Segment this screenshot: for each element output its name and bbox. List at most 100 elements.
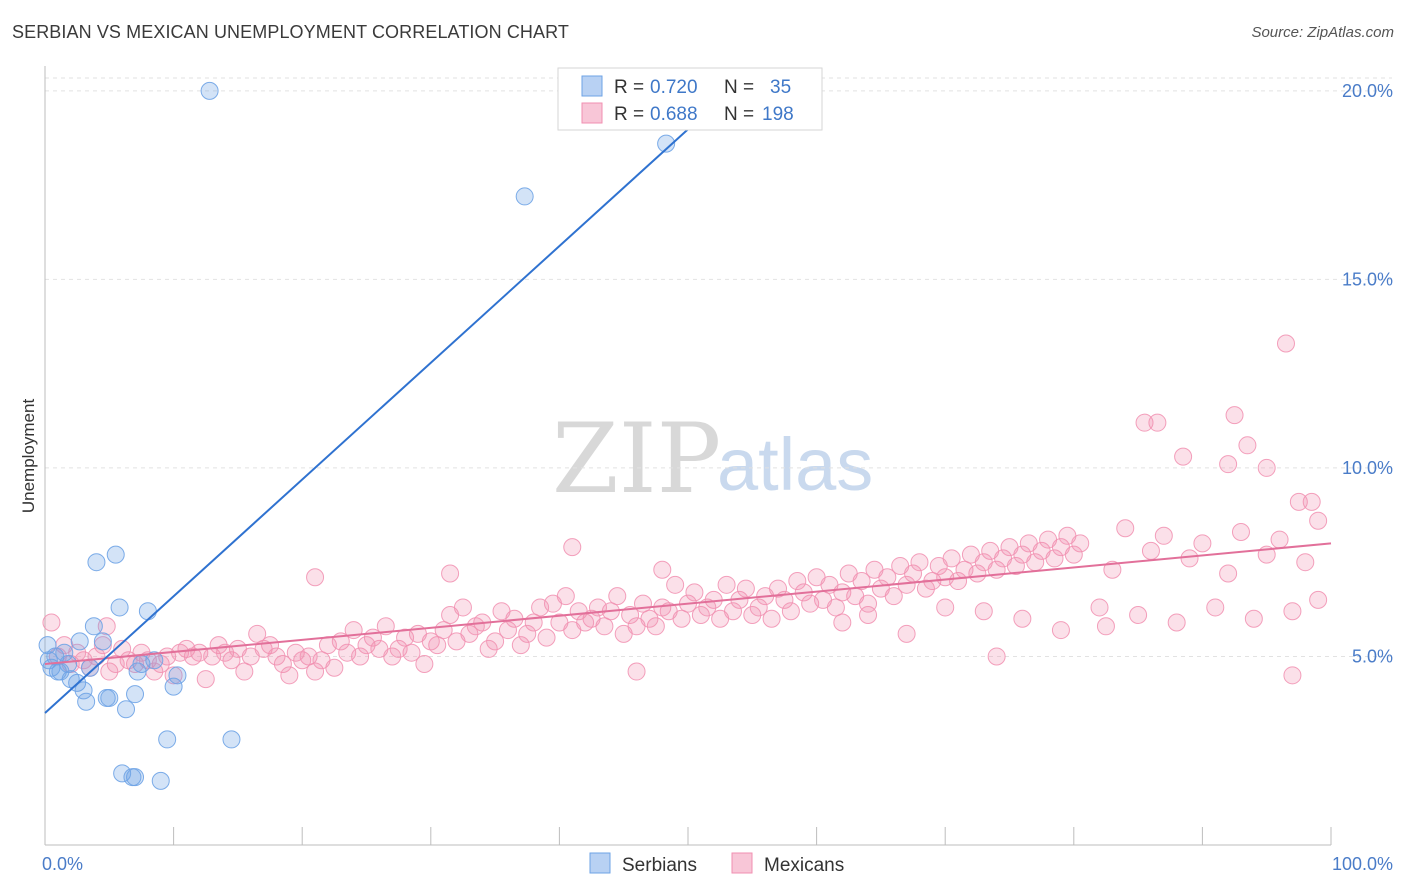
mexicans-point	[916, 579, 935, 598]
mexicans-point	[1051, 621, 1070, 640]
mexicans-point	[897, 624, 916, 643]
serbians-point	[168, 666, 187, 685]
serbians-point	[87, 553, 106, 572]
mexicans-point	[762, 609, 781, 628]
mexicans-point	[524, 613, 543, 632]
mexicans-point	[1180, 549, 1199, 568]
mexicans-point	[1141, 541, 1160, 560]
mexicans-point	[1244, 609, 1263, 628]
mexicans-point	[1116, 519, 1135, 538]
legend-n-label: N =	[724, 77, 759, 98]
legend-r-value: 0.688	[650, 104, 698, 125]
correlation-legend: R = 0.720 N = 35 R = 0.688 N = 198	[557, 67, 823, 131]
y-tick-label: 10.0%	[1342, 458, 1393, 478]
y-tick-label: 5.0%	[1352, 646, 1393, 666]
mexicans-point	[248, 624, 267, 643]
mexicans-point	[100, 662, 119, 681]
mexicans-point	[1289, 492, 1308, 511]
serbians-legend-label: Serbians	[622, 855, 697, 876]
mexicans-legend-swatch	[731, 852, 753, 874]
legend-n-label: N =	[724, 104, 759, 125]
mexicans-point	[781, 602, 800, 621]
serbians-point	[100, 688, 119, 707]
mexicans-point	[1193, 534, 1212, 553]
mexicans-point	[280, 666, 299, 685]
mexicans-point	[306, 662, 325, 681]
mexicans-point	[1225, 406, 1244, 425]
mexicans-point	[1071, 534, 1090, 553]
mexicans-point	[621, 605, 640, 624]
mexicans-point	[1148, 413, 1167, 432]
x-tick-label: 100.0%	[1332, 854, 1393, 874]
mexicans-point	[1283, 666, 1302, 685]
x-tick-label: 0.0%	[42, 854, 83, 874]
mexicans-point	[1309, 590, 1328, 609]
mexicans-point	[1309, 511, 1328, 530]
mexicans-point	[261, 636, 280, 655]
legend-r-value: 0.720	[650, 77, 698, 98]
mexicans-legend-label: Mexicans	[764, 855, 844, 876]
serbians-point	[126, 768, 145, 787]
mexicans-point	[460, 624, 479, 643]
mexicans-point	[222, 651, 241, 670]
serbians-point	[145, 651, 164, 670]
mexicans-point	[428, 636, 447, 655]
mexicans-point	[1167, 613, 1186, 632]
legend-n-value: 198	[762, 104, 794, 125]
mexicans-point	[1045, 549, 1064, 568]
serbians-point	[77, 692, 96, 711]
mexicans-point	[1154, 526, 1173, 545]
legend-n-value: 35	[770, 77, 791, 98]
mexicans-point	[936, 598, 955, 617]
serbians-point	[59, 655, 78, 674]
serbians-trend-line	[44, 105, 715, 714]
legend-r-label: R =	[614, 104, 649, 125]
mexicans-point	[646, 617, 665, 636]
chart-title: SERBIAN VS MEXICAN UNEMPLOYMENT CORRELAT…	[12, 22, 569, 42]
mexicans-point	[97, 617, 116, 636]
serbians-point	[200, 81, 219, 100]
legend-row-mexicans: R = 0.688 N = 198	[614, 104, 794, 125]
mexicans-point	[93, 636, 112, 655]
mexicans-point	[974, 602, 993, 621]
serbians-point	[164, 677, 183, 696]
serbians-point	[93, 632, 112, 651]
serbians-point	[84, 617, 103, 636]
mexicans-point	[441, 564, 460, 583]
mexicans-point	[383, 647, 402, 666]
mexicans-point	[1064, 545, 1083, 564]
serbians-point	[106, 545, 125, 564]
watermark-atlas: atlas	[717, 423, 873, 506]
serbians-points	[38, 81, 691, 790]
mexicans-point	[1090, 598, 1109, 617]
mexicans-point	[267, 647, 286, 666]
mexicans-point	[1296, 553, 1315, 572]
mexicans-point	[325, 658, 344, 677]
mexicans-trend-line	[44, 542, 1332, 666]
mexicans-point	[1129, 605, 1148, 624]
trend-lines	[44, 105, 1332, 714]
axes	[44, 66, 1332, 846]
mexicans-point	[1206, 598, 1225, 617]
serbians-point	[110, 598, 129, 617]
serbians-point	[117, 700, 136, 719]
mexicans-point	[608, 587, 627, 606]
watermark-zip: ZIP	[552, 403, 721, 515]
mexicans-point	[556, 587, 575, 606]
serbians-point	[126, 685, 145, 704]
mexicans-point	[653, 560, 672, 579]
mexicans-point	[87, 647, 106, 666]
mexicans-point	[1238, 436, 1257, 455]
y-axis-label: Unemployment	[19, 399, 38, 514]
y-tick-labels: 5.0% 10.0% 15.0% 20.0%	[1342, 81, 1393, 667]
mexicans-point	[685, 583, 704, 602]
mexicans-point	[826, 598, 845, 617]
x-tick-labels: 0.0% 100.0%	[42, 854, 1393, 874]
serbians-point	[158, 730, 177, 749]
mexicans-point	[666, 575, 685, 594]
serbians-point	[515, 187, 534, 206]
mexicans-point	[1135, 413, 1154, 432]
mexicans-point	[769, 579, 788, 598]
mexicans-point	[511, 636, 530, 655]
